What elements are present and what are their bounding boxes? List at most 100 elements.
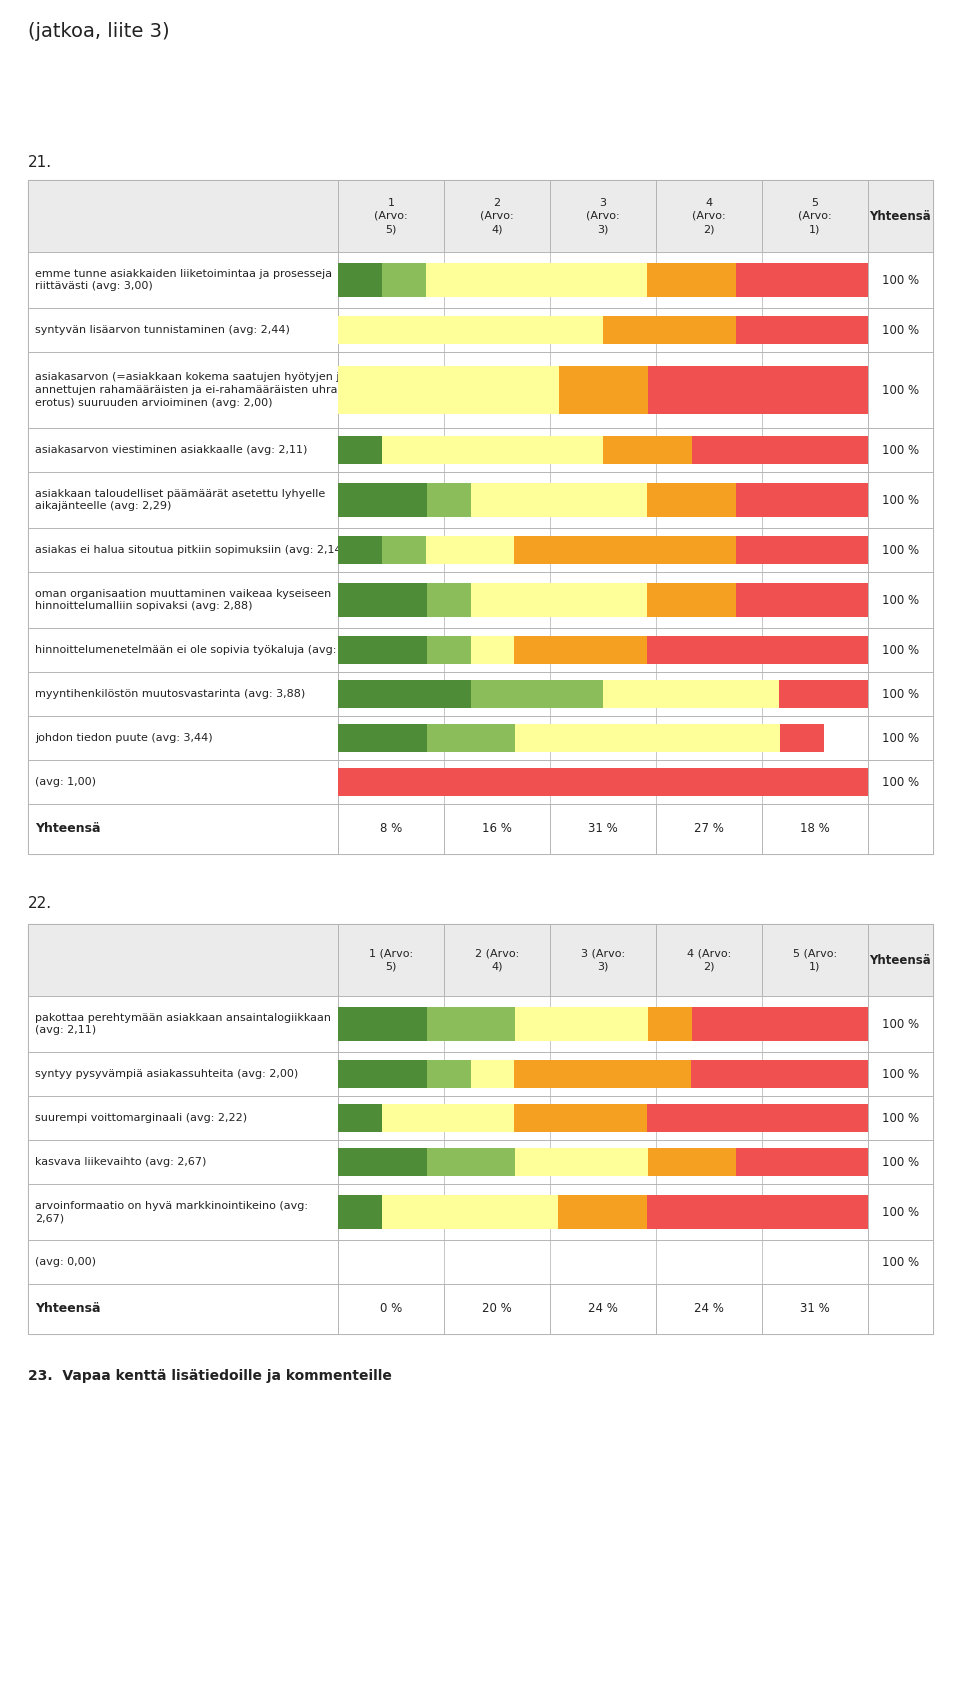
Text: 20 %: 20 % (482, 1302, 512, 1316)
Bar (691, 1006, 868, 1042)
Bar (338, 923, 444, 996)
Text: 100 %: 100 % (882, 1155, 919, 1168)
Bar (338, 768, 868, 796)
Text: syntyvän lisäarvon tunnistaminen (avg: 2,44): syntyvän lisäarvon tunnistaminen (avg: 2… (35, 325, 290, 335)
Bar (338, 627, 868, 671)
Bar (735, 316, 868, 343)
Bar (28, 1240, 338, 1283)
Bar (868, 671, 933, 715)
Bar (868, 803, 933, 854)
Bar (656, 1283, 762, 1334)
Bar (735, 583, 868, 617)
Bar (762, 1283, 868, 1334)
Text: 100 %: 100 % (882, 543, 919, 556)
Bar (470, 680, 603, 707)
Text: 0 %: 0 % (380, 1302, 402, 1316)
Bar (338, 680, 470, 707)
Text: 100 %: 100 % (882, 1067, 919, 1081)
Bar (550, 1283, 656, 1334)
Bar (647, 636, 868, 663)
Bar (338, 252, 868, 308)
Bar (444, 179, 550, 252)
Text: 4
(Arvo:
2): 4 (Arvo: 2) (692, 198, 726, 233)
Bar (470, 583, 647, 617)
Bar (868, 923, 933, 996)
Bar (444, 803, 550, 854)
Bar (28, 715, 338, 759)
Text: (avg: 1,00): (avg: 1,00) (35, 776, 96, 786)
Bar (338, 996, 868, 1052)
Text: 2 (Arvo:
4): 2 (Arvo: 4) (475, 949, 519, 972)
Bar (28, 803, 338, 854)
Bar (338, 1140, 868, 1184)
Bar (868, 252, 933, 308)
Bar (426, 583, 470, 617)
Bar (338, 803, 444, 854)
Bar (338, 472, 868, 528)
Bar (868, 179, 933, 252)
Bar (603, 316, 735, 343)
Bar (382, 262, 426, 298)
Text: asiakas ei halua sitoutua pitkiin sopimuksiin (avg: 2,14): asiakas ei halua sitoutua pitkiin sopimu… (35, 545, 346, 555)
Bar (762, 179, 868, 252)
Text: hinnoittelumenetelmään ei ole sopivia työkaluja (avg: 2,88): hinnoittelumenetelmään ei ole sopivia ty… (35, 644, 370, 654)
Bar (338, 1096, 868, 1140)
Bar (444, 1283, 550, 1334)
Bar (780, 680, 868, 707)
Bar (868, 1240, 933, 1283)
Bar (647, 1194, 868, 1229)
Bar (338, 1006, 426, 1042)
Bar (426, 1060, 470, 1087)
Bar (338, 1283, 444, 1334)
Bar (868, 1283, 933, 1334)
Bar (338, 759, 868, 803)
Bar (28, 996, 338, 1052)
Bar (338, 671, 868, 715)
Bar (550, 803, 656, 854)
Bar (338, 367, 559, 414)
Bar (382, 1194, 559, 1229)
Bar (515, 1006, 647, 1042)
Bar (338, 262, 382, 298)
Text: 100 %: 100 % (882, 323, 919, 337)
Bar (868, 1184, 933, 1240)
Text: 21.: 21. (28, 156, 52, 171)
Text: 3 (Arvo:
3): 3 (Arvo: 3) (581, 949, 625, 972)
Bar (647, 1148, 736, 1175)
Text: myyntihenkilöstön muutosvastarinta (avg: 3,88): myyntihenkilöstön muutosvastarinta (avg:… (35, 688, 305, 698)
Text: Yhteensä: Yhteensä (870, 954, 931, 967)
Text: johdon tiedon puute (avg: 3,44): johdon tiedon puute (avg: 3,44) (35, 732, 212, 742)
Bar (28, 923, 338, 996)
Bar (28, 252, 338, 308)
Text: 100 %: 100 % (882, 274, 919, 286)
Bar (338, 179, 444, 252)
Bar (382, 1104, 515, 1131)
Text: 2
(Arvo:
4): 2 (Arvo: 4) (480, 198, 514, 233)
Bar (338, 636, 426, 663)
Bar (515, 724, 780, 751)
Bar (338, 583, 426, 617)
Bar (603, 680, 780, 707)
Bar (338, 482, 426, 517)
Bar (559, 367, 647, 414)
Bar (28, 308, 338, 352)
Text: Yhteensä: Yhteensä (35, 822, 101, 835)
Bar (647, 482, 735, 517)
Text: suurempi voittomarginaali (avg: 2,22): suurempi voittomarginaali (avg: 2,22) (35, 1113, 247, 1123)
Text: 100 %: 100 % (882, 1206, 919, 1219)
Bar (647, 367, 868, 414)
Bar (647, 1104, 868, 1131)
Text: 100 %: 100 % (882, 594, 919, 607)
Text: oman organisaation muuttaminen vaikeaa kyseiseen
hinnoittelumalliin sopivaksi (a: oman organisaation muuttaminen vaikeaa k… (35, 588, 331, 612)
Text: kasvava liikevaihto (avg: 2,67): kasvava liikevaihto (avg: 2,67) (35, 1157, 206, 1167)
Bar (868, 528, 933, 572)
Bar (338, 1104, 382, 1131)
Bar (550, 179, 656, 252)
Text: 100 %: 100 % (882, 1018, 919, 1030)
Bar (691, 436, 868, 463)
Text: 24 %: 24 % (694, 1302, 724, 1316)
Text: 16 %: 16 % (482, 822, 512, 835)
Bar (868, 1096, 933, 1140)
Bar (735, 482, 868, 517)
Bar (656, 923, 762, 996)
